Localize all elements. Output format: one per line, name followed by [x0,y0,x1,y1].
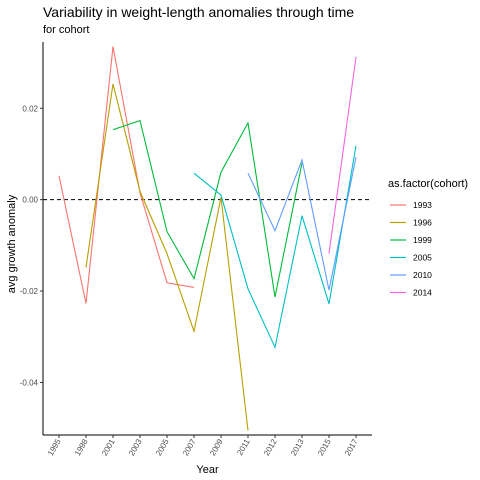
x-tick-label: 2005 [154,437,171,457]
x-tick-label: 1995 [46,437,63,457]
x-axis-title: Year [196,464,219,476]
y-tick-label: -0.04 [20,378,39,387]
legend-label-2010: 2010 [413,270,432,280]
x-tick-label: 2011 [235,437,252,457]
plot-area [43,47,372,431]
chart-subtitle: for cohort [43,24,89,36]
series-line-2005 [194,146,356,348]
legend-label-2005: 2005 [413,253,432,263]
legend-label-1999: 1999 [413,235,432,245]
legend-title: as.factor(cohort) [388,178,468,190]
x-tick-label: 2009 [208,437,225,457]
legend-label-1993: 1993 [413,200,432,210]
chart-title: Variability in weight-length anomalies t… [43,4,354,20]
x-tick-label: 2015 [316,437,333,457]
x-tick-label: 2001 [100,437,117,457]
x-tick-label: 1998 [73,437,90,457]
x-tick-label: 2012 [262,437,279,457]
legend-label-2014: 2014 [413,288,432,298]
axes: 0.02 0.00 -0.02 -0.04 1995 1998 2001 2003 2005 20… [20,42,372,457]
legend-label-1996: 1996 [413,218,432,228]
x-tick-label: 2003 [127,437,144,457]
y-tick-label: 0.02 [22,104,38,113]
x-tick-label: 2013 [289,437,306,457]
y-axis-title: avg growth anomaly [6,194,18,293]
x-tick-label: 2007 [181,437,198,457]
y-tick-label: -0.02 [20,287,39,296]
y-tick-label: 0.00 [22,196,38,205]
legend: as.factor(cohort) 1993 1996 1999 2005 2010 201… [388,178,468,298]
series-line-1999 [113,121,302,297]
x-tick-label: 2017 [343,437,360,457]
series-line-1993 [59,47,194,304]
series-line-1996 [86,84,248,430]
